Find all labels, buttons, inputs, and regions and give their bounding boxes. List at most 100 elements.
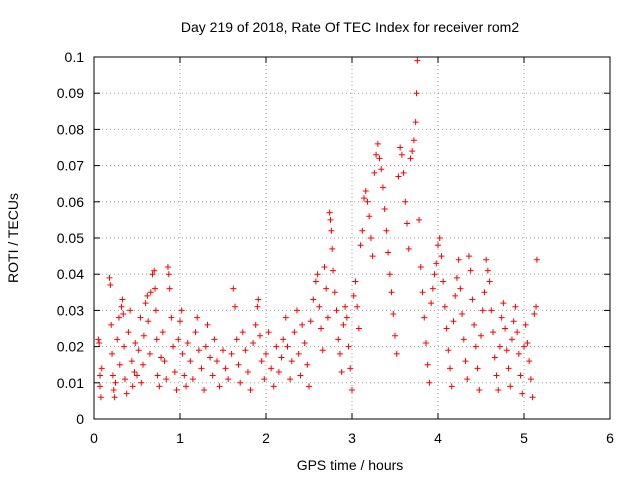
data-point [213,358,220,365]
data-point [107,282,114,289]
data-point [95,336,102,343]
data-point [295,350,302,357]
data-point [327,216,334,223]
data-point [189,376,196,383]
y-tick-label: 0.03 [57,302,84,318]
data-point [495,387,502,394]
data-points [95,57,540,401]
data-point [145,318,152,325]
data-point [400,169,407,176]
data-point [316,303,323,310]
data-point [164,263,171,270]
data-point [527,376,534,383]
data-point [202,343,209,350]
data-point [184,339,191,346]
y-axis-label: ROTI / TECUs [5,193,21,283]
data-point [405,245,412,252]
data-point [142,300,149,307]
data-point [364,198,371,205]
data-point [201,387,208,394]
data-point [526,358,533,365]
data-point [255,296,262,303]
data-point [519,390,526,397]
data-point [324,314,331,321]
data-point [435,242,441,249]
data-point [97,394,104,401]
data-point [131,368,138,375]
data-point [209,372,216,379]
data-point [198,365,205,372]
axis-ticks [93,56,611,420]
y-tick-label: 0.07 [57,158,84,174]
data-point [331,289,338,296]
data-point [181,372,188,379]
data-point [373,151,380,158]
data-point [464,376,471,383]
data-point [152,307,159,314]
data-point [144,292,151,299]
data-point [146,350,153,357]
y-tick-label: 0 [76,411,84,427]
data-point [98,365,105,372]
data-point [166,285,173,292]
data-point [349,387,355,394]
data-point [261,376,268,383]
data-point [436,235,443,241]
data-point [329,245,336,252]
data-point [381,206,388,213]
y-tick-label: 0.1 [65,49,85,65]
y-tick-label: 0.09 [57,85,84,101]
data-point [268,365,275,372]
data-point [165,271,172,278]
grid [94,57,610,419]
data-point [225,376,232,383]
data-point [156,383,163,390]
data-point [503,347,510,354]
x-tick-label: 0 [90,430,98,446]
data-point [242,347,249,354]
data-point [426,379,433,386]
data-point [493,372,500,379]
data-point [109,372,116,379]
data-point [119,296,126,303]
data-point [280,336,287,343]
data-point [490,329,497,336]
data-point [170,343,177,350]
data-point [318,325,325,332]
data-point [323,285,330,292]
data-point [293,307,300,314]
data-point [393,350,400,357]
data-point [433,260,440,267]
data-point [244,368,251,375]
data-point [178,307,185,314]
data-point [457,285,464,292]
data-point [275,368,282,375]
tick-labels: 0 1 2 3 4 5 6 0 0.01 0.02 0.03 0.04 0.05 0.06 0.07 0.08… [57,49,614,446]
data-point [398,151,405,158]
data-point [502,325,509,332]
data-point [108,321,115,328]
data-point [179,350,186,357]
data-point [409,148,416,155]
data-point [168,314,175,321]
data-point [484,267,491,274]
data-point [376,155,383,162]
data-point [507,383,514,390]
data-point [254,303,261,310]
data-point [129,383,136,390]
data-point [417,263,424,270]
data-point [211,336,218,343]
data-point [479,307,486,314]
data-point [431,271,438,278]
x-tick-label: 6 [606,430,614,446]
data-point [362,187,369,194]
y-tick-label: 0.02 [57,339,84,355]
data-point [319,347,326,354]
data-point [416,216,423,223]
data-point [97,372,104,379]
data-point [137,314,144,321]
data-point [273,343,280,350]
data-point [140,361,147,368]
data-point [505,365,512,372]
data-point [469,296,476,303]
